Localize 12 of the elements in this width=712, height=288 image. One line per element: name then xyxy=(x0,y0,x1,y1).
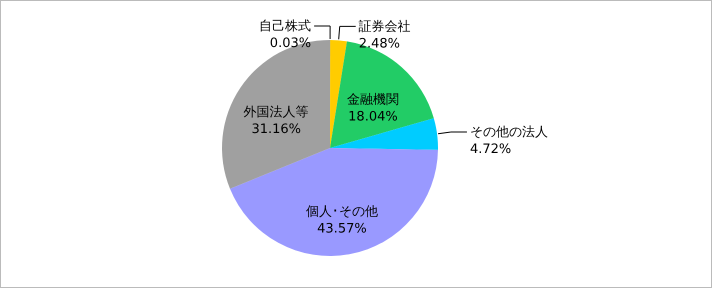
slice-label: 自己株式 xyxy=(259,19,312,34)
slice-label: 金融機関 xyxy=(346,92,399,108)
slice-label: 証券会社 xyxy=(358,19,411,34)
data-label: 0.03% xyxy=(270,36,312,51)
slice-label: 個人･その他 xyxy=(306,204,378,220)
data-label: 18.04% xyxy=(348,109,398,124)
slice-label: 外国法人等 xyxy=(244,104,309,120)
data-label: 2.48% xyxy=(358,36,400,52)
data-label: 4.72% xyxy=(470,142,512,158)
data-label: 31.16% xyxy=(251,122,302,137)
data-label: 43.57% xyxy=(317,222,367,237)
slice-label: その他の法人 xyxy=(470,125,548,140)
